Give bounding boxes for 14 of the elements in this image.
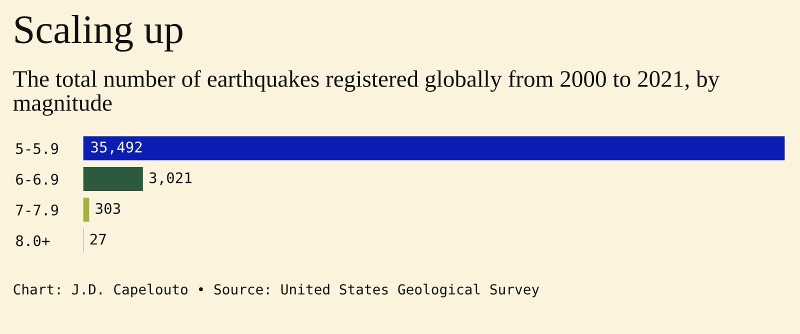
text: Chart: J.D. Capelouto • Source: United States Geological Survey <box>14 284 540 298</box>
bar <box>83 136 785 160</box>
y-tick-label: 8.0+ <box>16 235 50 246</box>
bar <box>83 198 90 222</box>
chart-subtitle: The total number of earthquakes registered globally from 2000 to 2021, by magnitude <box>13 70 720 116</box>
y-tick-label: 5-5.9 <box>16 143 58 154</box>
chart-title: Scaling up <box>15 15 182 52</box>
data-label: 27 <box>90 234 106 245</box>
data-label: 303 <box>96 202 120 214</box>
bar <box>83 167 143 192</box>
y-tick-label: 7-7.9 <box>16 204 58 216</box>
data-label: 35,492 <box>91 142 142 154</box>
y-tick-label: 6-6.9 <box>16 174 58 185</box>
data-label: 3,021 <box>150 172 192 186</box>
